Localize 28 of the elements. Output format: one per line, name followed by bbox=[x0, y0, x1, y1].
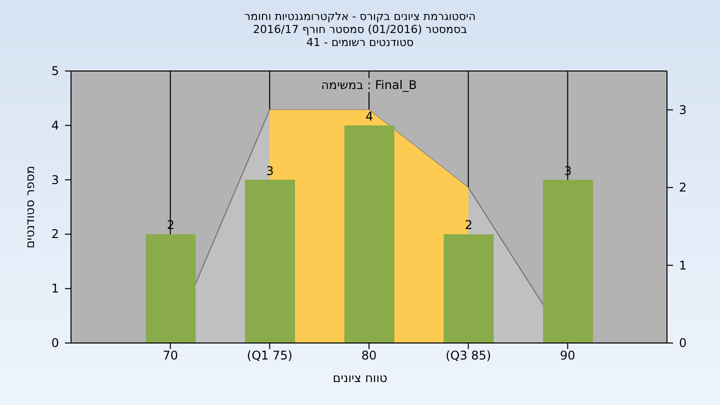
y-tick-label: 1 bbox=[51, 282, 59, 296]
x-tick-label: (Q3 85) bbox=[446, 348, 492, 363]
y-tick-label: 2 bbox=[51, 227, 59, 242]
bar bbox=[444, 234, 494, 343]
x-tick-label: 80 bbox=[361, 348, 377, 363]
data-label: 2 bbox=[464, 218, 472, 232]
bar bbox=[543, 180, 593, 343]
y-tick-label: 5 bbox=[51, 64, 59, 78]
bar bbox=[146, 234, 196, 343]
chart-subtitle: בסמסטר (01/2016) סמסטר חורף 2016/17 סטודנטים רשומים - 41 bbox=[252, 23, 468, 49]
y-tick-label: 4 bbox=[51, 118, 59, 132]
y2-tick-label: 1 bbox=[679, 258, 687, 272]
x-tick-label: (Q1 75) bbox=[246, 348, 292, 363]
data-label: 4 bbox=[366, 109, 374, 124]
annotation: במשימה : Final_B bbox=[318, 78, 420, 92]
bar bbox=[245, 180, 295, 343]
x-axis-title: טווח ציונים bbox=[332, 371, 388, 385]
y-axis-title: מספר סטודנטים bbox=[23, 166, 37, 248]
data-label: 3 bbox=[266, 164, 274, 178]
x-tick-label: 90 bbox=[560, 348, 576, 363]
y2-tick-label: 0 bbox=[679, 336, 687, 350]
x-tick-label: 70 bbox=[162, 348, 178, 363]
y-tick-label: 3 bbox=[51, 172, 59, 187]
bar bbox=[344, 125, 394, 343]
chart-title: היסטוגרמת ציונים בקורס - אלקטרומגנטיות וחומר bbox=[243, 10, 477, 23]
y2-tick-label: 2 bbox=[679, 180, 687, 195]
y2-tick-label: 3 bbox=[679, 102, 687, 117]
y-tick-label: 0 bbox=[51, 336, 59, 350]
